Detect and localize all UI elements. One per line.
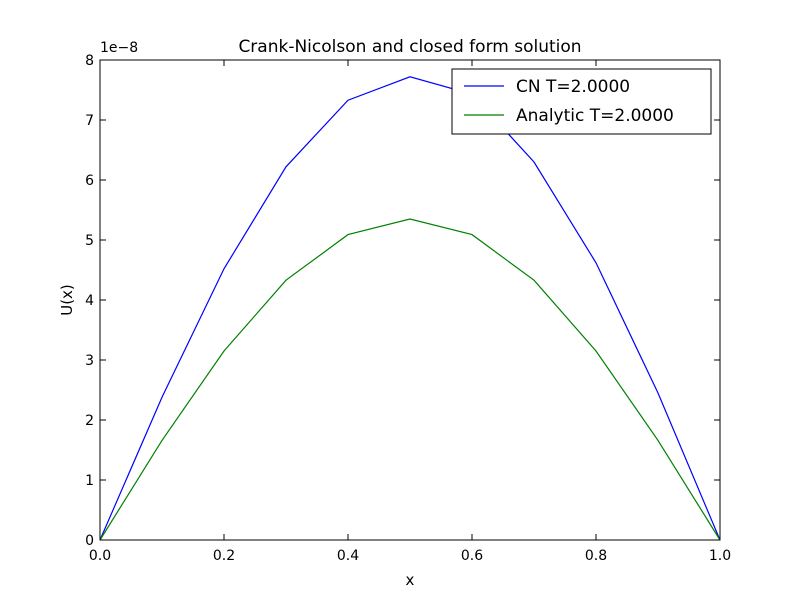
y-tick-label: 0 — [85, 533, 94, 549]
legend: CN T=2.0000 Analytic T=2.0000 — [451, 68, 712, 135]
legend-box — [451, 68, 712, 135]
y-tick-label: 2 — [85, 413, 94, 429]
x-tick-label: 0.0 — [89, 548, 111, 564]
y-tick-label: 4 — [85, 293, 94, 309]
y-tick-label: 7 — [85, 113, 94, 129]
y-tick-label: 1 — [85, 473, 94, 489]
y-tick-label: 6 — [85, 173, 94, 189]
plot-area — [99, 76, 721, 541]
axis-ticks: 0.0 0.2 0.4 0.6 0.8 1.0 0 1 2 3 4 5 6 7 8 — [85, 53, 731, 564]
y-tick-label: 5 — [85, 233, 94, 249]
x-tick-label: 0.8 — [585, 548, 607, 564]
x-tick-label: 0.4 — [337, 548, 359, 564]
chart-title: Crank-Nicolson and closed form solution — [238, 37, 581, 57]
y-axis-label: U(x) — [58, 284, 76, 316]
series-line-0 — [99, 76, 721, 541]
y-axis-offset-label: 1e−8 — [100, 40, 138, 56]
y-tick-label: 8 — [85, 53, 94, 69]
x-tick-label: 0.2 — [213, 548, 235, 564]
legend-label-0: CN T=2.0000 — [516, 77, 630, 97]
x-axis-label: x — [406, 571, 415, 589]
legend-label-1: Analytic T=2.0000 — [516, 106, 674, 126]
y-tick-label: 3 — [85, 353, 94, 369]
x-tick-label: 0.6 — [461, 548, 483, 564]
x-tick-label: 1.0 — [709, 548, 731, 564]
series-line-1 — [99, 218, 721, 541]
